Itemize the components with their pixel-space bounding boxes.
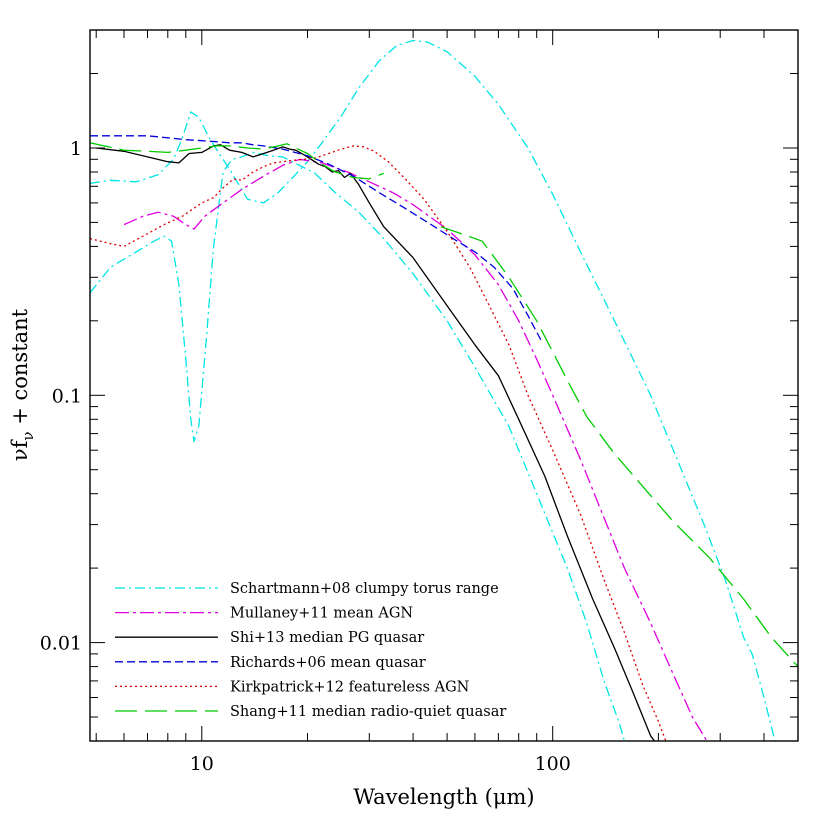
x-tick-label: 10: [190, 753, 214, 775]
axis-tick-labels: 10 100 0.01 0.1 1: [40, 138, 571, 775]
legend-entry-4: Richards+06 mean quasar: [230, 655, 426, 671]
plot-frame: [89, 29, 799, 742]
x-axis-label: Wavelength (μm): [353, 785, 534, 809]
series-line-4: [90, 135, 543, 342]
series-line-5: [90, 145, 667, 741]
legend-entry-1: Schartmann+08 clumpy torus range: [230, 581, 499, 597]
series-line-2: [123, 158, 708, 741]
legend-entry-3: Shi+13 median PG quasar: [230, 630, 424, 646]
series-line-3: [96, 144, 656, 741]
y-axis-label-subscript: ν: [19, 431, 37, 440]
y-tick-label: 1: [70, 138, 82, 160]
axis-ticks: [90, 29, 799, 742]
y-axis-label-nu-f: νf: [8, 438, 32, 461]
y-tick-label: 0.01: [40, 633, 82, 655]
series-line-6: [90, 142, 385, 180]
y-axis-label: νfν + constant: [8, 308, 37, 461]
legend: Schartmann+08 clumpy torus range Mullaney…: [115, 581, 506, 720]
series-line-6: [440, 226, 798, 668]
series-line-1: [90, 151, 626, 741]
legend-entry-2: Mullaney+11 mean AGN: [230, 606, 413, 622]
x-tick-label: 100: [535, 753, 571, 775]
legend-entry-6: Shang+11 median radio-quiet quasar: [230, 704, 506, 720]
series-layer: [90, 39, 798, 741]
y-tick-label: 0.1: [52, 385, 82, 407]
legend-entry-5: Kirkpatrick+12 featureless AGN: [230, 679, 470, 695]
y-axis-label-rest: + constant: [8, 308, 32, 431]
series-line-1: [90, 39, 776, 741]
